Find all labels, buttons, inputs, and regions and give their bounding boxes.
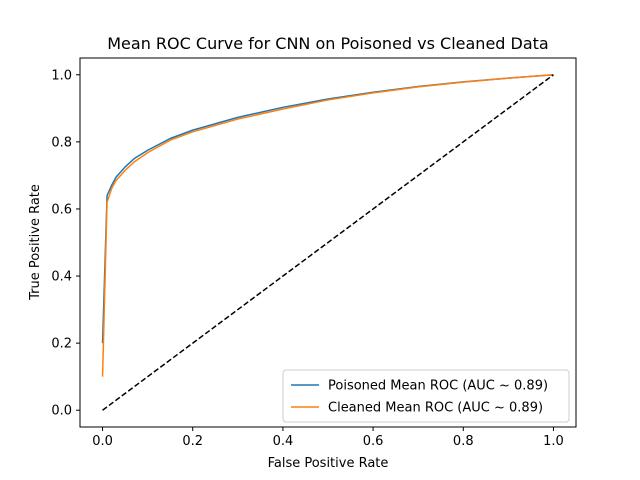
x-axis-ticks: 0.0 0.2 0.4 0.6 0.8 1.0 (92, 427, 564, 449)
chart-title: Mean ROC Curve for CNN on Poisoned vs Cl… (107, 34, 548, 53)
x-axis-title: False Positive Rate (268, 456, 389, 471)
y-tick-label: 1.0 (51, 68, 72, 83)
legend-label: Cleaned Mean ROC (AUC ~ 0.89) (328, 401, 543, 416)
y-axis-ticks: 0.0 0.2 0.4 0.6 0.8 1.0 (51, 68, 80, 419)
x-tick-label: 0.8 (453, 434, 474, 449)
y-tick-label: 0.6 (51, 202, 72, 217)
chance-diagonal-line (102, 74, 554, 411)
legend-label: Poisoned Mean ROC (AUC ~ 0.89) (328, 379, 548, 394)
y-axis-title: True Positive Rate (28, 184, 43, 301)
x-tick-label: 0.0 (92, 434, 113, 449)
y-tick-label: 0.8 (51, 135, 72, 150)
series-line-1 (101, 74, 554, 344)
x-tick-label: 1.0 (543, 434, 564, 449)
y-tick-label: 0.0 (51, 404, 72, 419)
legend: Poisoned Mean ROC (AUC ~ 0.89) Cleaned Me… (282, 369, 570, 423)
y-tick-label: 0.4 (51, 270, 72, 285)
x-tick-label: 0.2 (182, 434, 203, 449)
x-tick-label: 0.4 (273, 434, 294, 449)
plot-area (101, 74, 554, 411)
y-tick-label: 0.2 (51, 337, 72, 352)
legend-box (282, 369, 570, 423)
series-line-2 (101, 74, 554, 377)
x-tick-label: 0.6 (363, 434, 384, 449)
plot-frame (79, 57, 577, 428)
